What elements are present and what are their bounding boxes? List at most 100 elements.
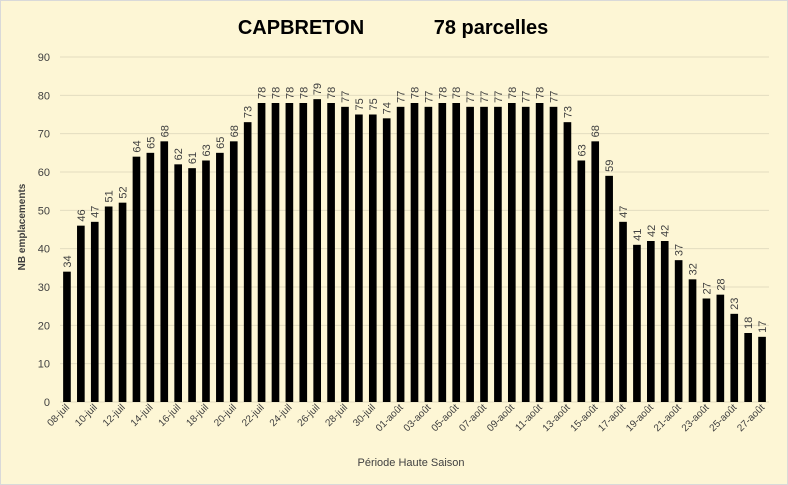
data-label: 62 [173, 148, 185, 160]
data-label: 78 [298, 87, 310, 99]
x-tick-label: 25-août [708, 402, 740, 434]
data-label: 73 [243, 106, 255, 118]
x-axis-ticks: 08-juil 10-juil 12-juil 14-juil 16-juil 18-ju… [45, 402, 767, 434]
bar-08-juil [63, 271, 71, 402]
data-label: 68 [229, 125, 241, 137]
data-label: 68 [159, 125, 171, 137]
bar-16-juil [174, 164, 182, 402]
bar-05-août [452, 103, 461, 402]
data-label: 79 [312, 83, 324, 95]
bar-09-juil [77, 225, 85, 402]
x-tick-label: 26-juil [296, 402, 323, 429]
bar-31-juil [382, 118, 391, 402]
bar-10-juil [90, 221, 99, 402]
data-label: 32 [688, 263, 700, 275]
data-label: 23 [729, 298, 741, 310]
data-label: 77 [465, 91, 477, 103]
x-tick-label: 19-août [624, 402, 656, 434]
data-label: 17 [757, 321, 769, 333]
x-tick-label: 23-août [680, 402, 712, 434]
data-label: 77 [493, 91, 505, 103]
data-label: 78 [451, 87, 463, 99]
data-label: 63 [576, 144, 588, 156]
bar-24-juil [285, 103, 294, 402]
bar-15-août [591, 141, 600, 403]
y-tick-label: 80 [38, 90, 50, 102]
data-label: 64 [131, 140, 143, 152]
bar-19-juil [216, 152, 224, 402]
y-tick-label: 10 [38, 359, 50, 371]
data-label: 73 [562, 106, 574, 118]
x-tick-label: 21-août [652, 402, 684, 434]
bar-18-juil [202, 160, 210, 402]
bar-06-août [466, 106, 474, 402]
data-label: 77 [521, 91, 533, 103]
data-label: 77 [479, 91, 491, 103]
bar-18-août [633, 244, 641, 402]
data-label: 77 [423, 91, 435, 103]
x-tick-label: 01-août [374, 402, 406, 434]
x-tick-label: 12-juil [101, 402, 128, 429]
data-label: 37 [674, 244, 686, 256]
x-tick-label: 14-juil [129, 402, 156, 429]
bars [63, 99, 766, 403]
x-tick-label: 15-août [569, 402, 601, 434]
y-axis-ticks: 0 10 20 30 40 50 60 70 80 90 [38, 52, 50, 409]
x-tick-label: 09-août [485, 402, 517, 434]
bar-23-août [702, 298, 711, 402]
data-label: 78 [437, 87, 449, 99]
bar-15-juil [160, 141, 169, 403]
bar-07-août [480, 106, 488, 402]
data-label: 18 [743, 317, 755, 329]
bar-25-juil [299, 103, 308, 402]
bar-08-août [494, 106, 502, 402]
x-tick-label: 22-juil [240, 402, 267, 429]
bar-28-juil [341, 106, 349, 402]
x-axis-title: Période Haute Saison [357, 457, 464, 469]
x-tick-label: 20-juil [212, 402, 239, 429]
data-label: 77 [340, 91, 352, 103]
bar-27-juil [327, 103, 335, 402]
bar-09-août [507, 103, 516, 402]
x-tick-label: 28-juil [323, 402, 350, 429]
data-label: 77 [396, 91, 408, 103]
bar-10-août [521, 106, 530, 402]
data-label: 78 [535, 87, 547, 99]
chart-subtitle: 78 parcelles [434, 17, 549, 39]
data-label: 78 [507, 87, 519, 99]
x-tick-label: 27-août [735, 402, 767, 434]
x-tick-label: 16-juil [157, 402, 184, 429]
data-label: 59 [604, 160, 616, 172]
bar-03-août [424, 106, 433, 402]
bar-21-juil [243, 122, 252, 403]
data-label: 75 [354, 98, 366, 110]
bar-13-juil [132, 156, 141, 402]
y-tick-label: 60 [38, 167, 50, 179]
y-tick-label: 30 [38, 282, 50, 294]
data-label: 42 [660, 225, 672, 237]
data-label: 61 [187, 152, 199, 164]
y-tick-label: 20 [38, 320, 50, 332]
bar-29-juil [355, 114, 363, 402]
data-label: 74 [382, 102, 394, 114]
data-label: 78 [326, 87, 338, 99]
x-tick-label: 10-juil [73, 402, 100, 429]
x-tick-label: 17-août [596, 402, 628, 434]
chart-title: CAPBRETON [238, 17, 364, 39]
data-label: 34 [62, 255, 74, 267]
bar-21-août [674, 260, 683, 402]
bar-14-août [577, 160, 586, 402]
bar-26-août [744, 333, 752, 402]
y-tick-label: 90 [38, 52, 50, 64]
bar-14-juil [146, 152, 155, 402]
bar-30-juil [368, 114, 377, 402]
data-label: 47 [618, 206, 630, 218]
data-label: 78 [270, 87, 282, 99]
data-label: 52 [118, 186, 130, 198]
bar-20-août [660, 241, 669, 402]
data-label: 78 [284, 87, 296, 99]
bar-13-août [563, 122, 572, 403]
x-tick-label: 24-juil [268, 402, 295, 429]
